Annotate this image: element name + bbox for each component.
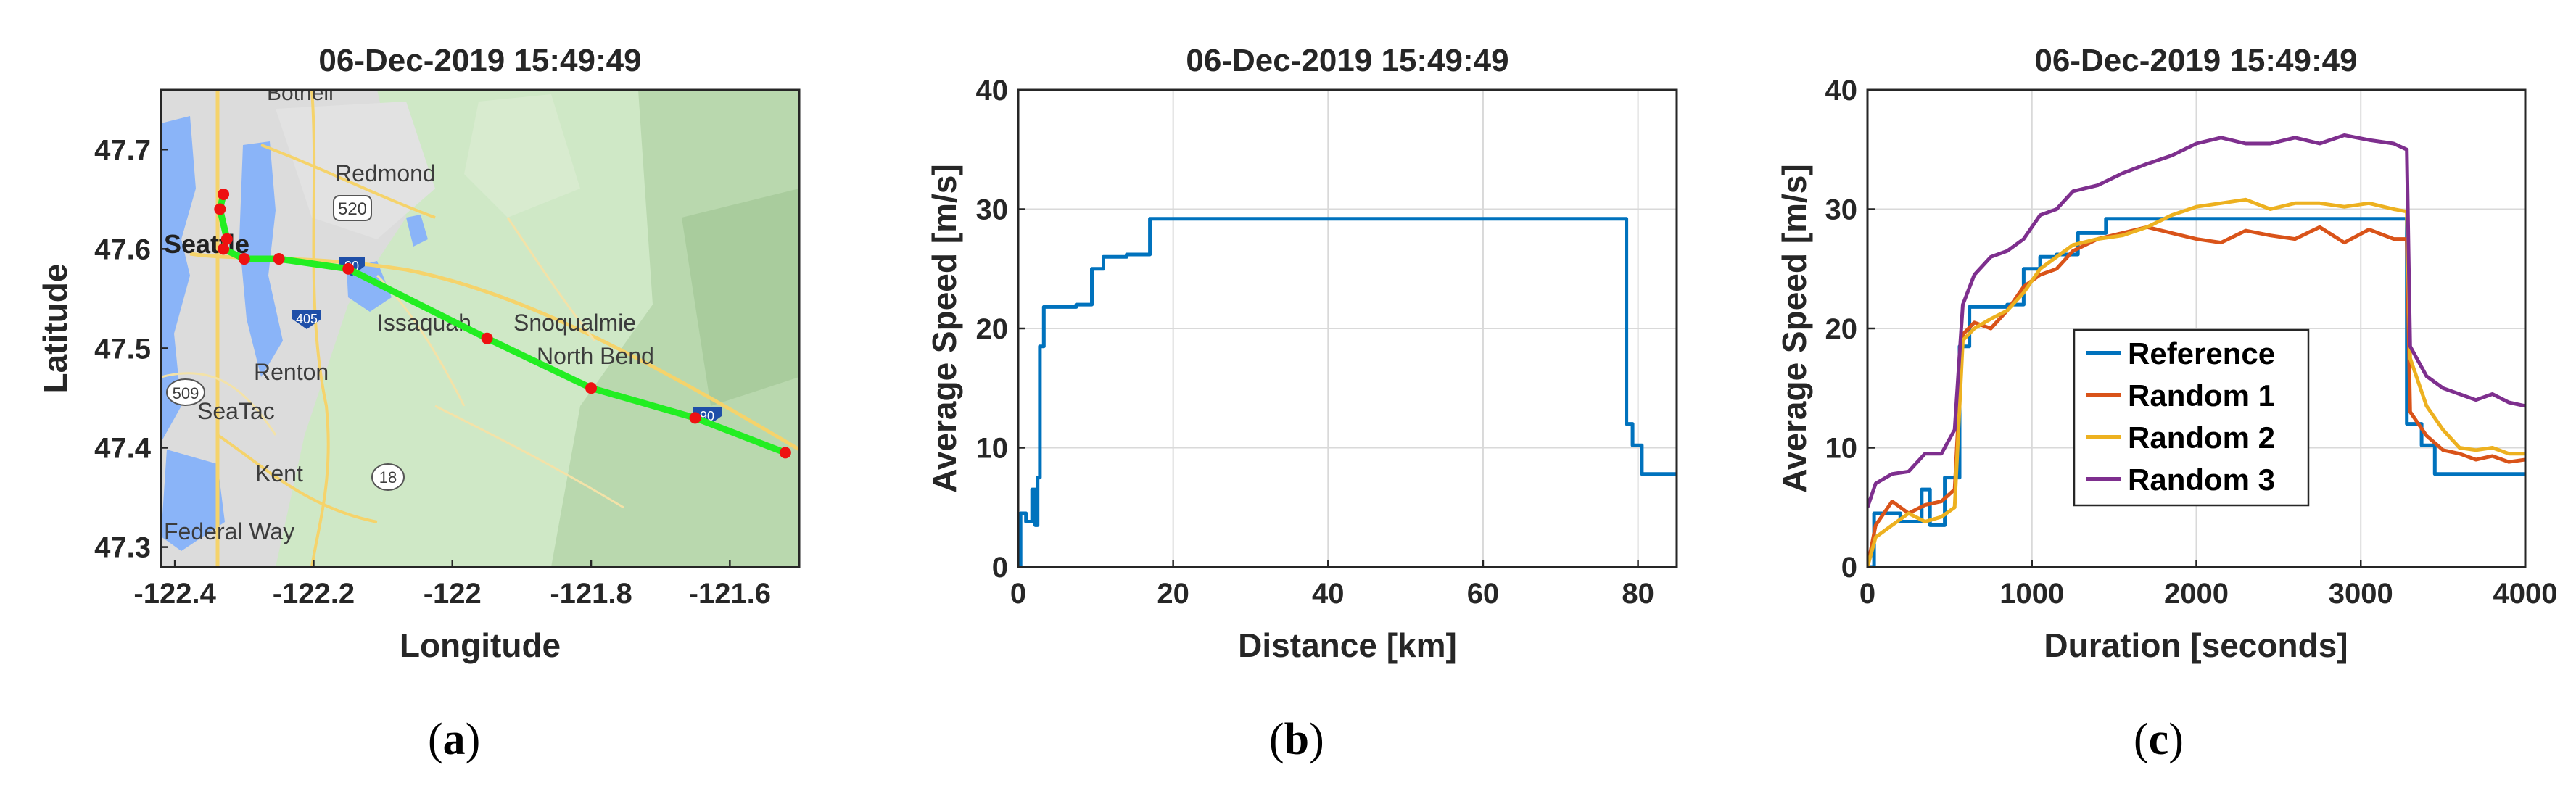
x-tick-label: 40 <box>1312 578 1345 610</box>
panel-a-axes-box <box>160 88 801 568</box>
panel-b-grid <box>1017 89 1677 568</box>
x-tick-label: -121.8 <box>550 578 632 610</box>
panel-b-plot <box>1018 217 1677 567</box>
x-tick-label: 60 <box>1467 578 1500 610</box>
x-tick-label: -121.6 <box>689 578 771 610</box>
y-tick-label: 10 <box>1825 433 1858 465</box>
legend-label-random-3: Random 3 <box>2128 463 2275 497</box>
legend: Reference Random 1 Random 2 Random 3 <box>2073 328 2310 507</box>
panel-c-xlabel: Duration [seconds] <box>2044 626 2348 664</box>
map-background: Bothell Redmond 520 Seattle 90 405 Issaq… <box>161 81 799 567</box>
panel-c-title: 06-Dec-2019 15:49:49 <box>2034 43 2357 78</box>
y-tick-label: 47.3 <box>94 532 151 564</box>
legend-box <box>2073 328 2310 507</box>
panel-c-ylabel: Average Speed [m/s] <box>1775 164 1813 492</box>
panel-a-title: 06-Dec-2019 15:49:49 <box>318 43 641 78</box>
legend-label-random-2: Random 2 <box>2128 421 2275 455</box>
map-label-405: 405 <box>296 312 318 326</box>
route-point <box>342 262 355 275</box>
route-point <box>220 233 233 245</box>
x-tick-label: -122.4 <box>133 578 216 610</box>
x-tick-label: 2000 <box>2164 578 2229 610</box>
route-point <box>218 188 230 200</box>
panel-a: 06-Dec-2019 15:49:49 <box>36 43 801 764</box>
y-tick-label: 0 <box>1841 552 1857 584</box>
x-tick-label: 4000 <box>2493 578 2558 610</box>
panel-b-title: 06-Dec-2019 15:49:49 <box>1186 43 1508 78</box>
panel-a-ticks: -122.4 -122.2 -122 -121.8 -121.6 47.3 47.4 47.5… <box>94 134 771 610</box>
x-tick-label: 20 <box>1157 578 1189 610</box>
map-label-seatac: SeaTac <box>197 398 275 424</box>
y-tick-label: 20 <box>976 313 1009 345</box>
map-label-renton: Renton <box>254 359 329 385</box>
panel-c-plot <box>1867 133 2525 567</box>
y-tick-label: 40 <box>1825 75 1858 107</box>
panel-c: 06-Dec-2019 15:49:49 0 1000 2000 3000 4000 0 1… <box>1775 43 2557 764</box>
panel-b-xlabel: Distance [km] <box>1238 626 1457 664</box>
map-label-18: 18 <box>379 468 397 486</box>
x-tick-label: -122 <box>424 578 482 610</box>
map-label-north-bend: North Bend <box>537 343 654 369</box>
panel-a-xlabel: Longitude <box>400 626 561 664</box>
x-tick-label: 3000 <box>2329 578 2393 610</box>
series-line-c-1 <box>1867 217 2525 567</box>
route-point <box>779 447 791 459</box>
y-tick-label: 47.4 <box>94 433 152 465</box>
series-line-c-4 <box>1867 133 2525 508</box>
map-label-520: 520 <box>338 199 367 219</box>
map-label-federal-way: Federal Way <box>164 518 294 544</box>
map-label-509: 509 <box>173 384 199 402</box>
map-label-kent: Kent <box>255 460 303 486</box>
series-line-b-1 <box>1018 217 1677 567</box>
route-point <box>218 243 230 255</box>
panel-b-caption-letter: b <box>1284 715 1309 764</box>
route-point <box>273 253 285 265</box>
y-tick-label: 20 <box>1825 313 1858 345</box>
panel-b-ylabel: Average Speed [m/s] <box>925 164 963 492</box>
route-point <box>214 203 226 215</box>
x-tick-label: 0 <box>1859 578 1875 610</box>
panel-b-caption: (b) <box>1269 715 1324 764</box>
y-tick-label: 10 <box>976 433 1009 465</box>
panel-b: 06-Dec-2019 15:49:49 0 20 40 60 80010203040 … <box>925 43 1678 764</box>
series-line-c-3 <box>1867 197 2525 567</box>
y-tick-label: 47.5 <box>94 333 151 365</box>
route-plot <box>214 188 791 459</box>
map-label-redmond: Redmond <box>335 160 436 186</box>
y-tick-label: 47.7 <box>94 134 151 166</box>
route-point <box>689 412 701 424</box>
route-point <box>481 332 493 344</box>
y-tick-label: 30 <box>976 194 1009 226</box>
route-point <box>238 253 250 265</box>
legend-label-random-1: Random 1 <box>2128 378 2275 413</box>
x-tick-label: 80 <box>1622 578 1654 610</box>
y-tick-label: 30 <box>1825 194 1858 226</box>
map-label-bothell: Bothell <box>267 81 334 105</box>
panel-c-ticks: 0 1000 2000 3000 4000 0 10 20 30 40 <box>1825 75 2558 610</box>
panel-a-caption-letter: a <box>443 715 466 764</box>
y-tick-label: 40 <box>976 75 1009 107</box>
panel-c-caption-letter: c <box>2149 715 2169 764</box>
map-label-snoqualmie: Snoqualmie <box>513 310 636 336</box>
panel-a-ylabel: Latitude <box>36 264 74 394</box>
x-tick-label: -122.2 <box>273 578 355 610</box>
legend-label-reference: Reference <box>2128 336 2275 370</box>
route-point <box>585 382 598 394</box>
y-tick-label: 0 <box>992 552 1008 584</box>
x-tick-label: 1000 <box>1999 578 2064 610</box>
panel-a-caption: (a) <box>428 715 480 764</box>
x-tick-label: 0 <box>1010 578 1026 610</box>
y-tick-label: 47.6 <box>94 233 151 265</box>
panel-c-caption: (c) <box>2134 715 2184 764</box>
panel-b-ticks: 0 20 40 60 80 0 10 20 30 40 <box>976 75 1654 610</box>
